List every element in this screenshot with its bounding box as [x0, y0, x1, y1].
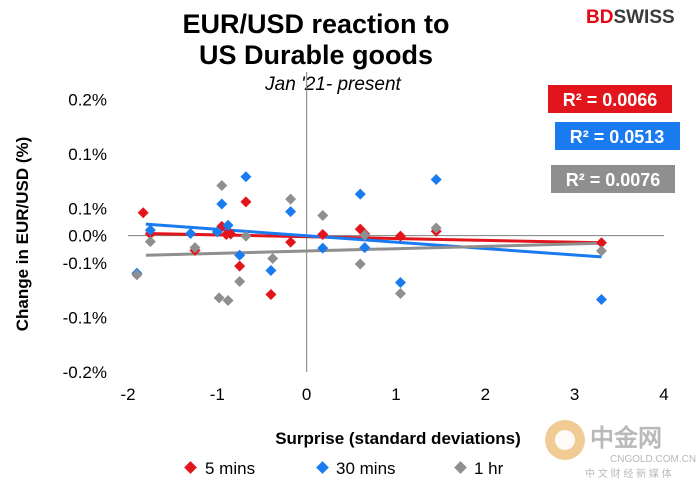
brand-logo-bd: BD	[586, 7, 613, 28]
data-point-1-hr	[240, 230, 252, 242]
brand-logo-swiss: SWISS	[613, 7, 674, 28]
trendline-1-hr	[145, 241, 602, 257]
data-point-1-hr	[222, 295, 234, 307]
legend-marker-1-hr	[454, 461, 467, 474]
x-tick-label: 2	[481, 385, 490, 404]
data-point-30-mins	[216, 198, 228, 210]
data-point-5-mins	[240, 196, 252, 208]
data-point-30-mins	[394, 277, 406, 289]
data-point-5-mins	[225, 228, 237, 240]
chart-title-line-1: EUR/USD reaction to	[182, 9, 449, 39]
y-tick-label: 0.1%	[68, 199, 107, 218]
legend-label-30-mins: 30 mins	[336, 459, 396, 478]
watermark-main: 中金网	[590, 424, 662, 452]
r2-box-30-mins: R² = 0.0513	[555, 122, 680, 150]
data-point-1-hr	[189, 242, 201, 254]
data-point-5-mins	[285, 236, 297, 248]
data-point-5-mins	[317, 229, 329, 241]
r2-box-5-mins: R² = 0.0066	[548, 85, 672, 113]
chart-subtitle: Jan '21- present	[264, 74, 401, 95]
data-point-1-hr	[354, 258, 366, 270]
r2-box-1-hr-bg	[551, 165, 675, 193]
data-point-5-mins	[234, 260, 246, 272]
data-point-5-mins	[394, 230, 406, 242]
data-point-5-mins	[137, 207, 149, 219]
x-tick-label: 0	[302, 385, 311, 404]
data-point-1-hr	[430, 222, 442, 234]
x-tick-label: 1	[391, 385, 400, 404]
legend: 5 mins 30 mins 1 hr	[184, 459, 504, 478]
data-point-30-mins	[317, 242, 329, 254]
data-point-30-mins	[265, 265, 277, 277]
data-point-30-mins	[144, 224, 156, 236]
r2-box-30-mins-bg	[555, 122, 680, 150]
y-tick-label: 0.2%	[68, 90, 107, 109]
data-point-5-mins	[265, 289, 277, 301]
axes	[128, 72, 664, 372]
legend-marker-30-mins	[316, 461, 329, 474]
data-point-1-hr	[359, 229, 371, 241]
r2-label-5-mins: R² = 0.0066	[563, 90, 658, 110]
x-tick-label: -2	[120, 385, 135, 404]
x-axis-label: Surprise (standard deviations)	[275, 429, 521, 448]
data-point-1-hr	[131, 269, 143, 281]
data-point-1-hr	[144, 236, 156, 248]
data-point-30-mins	[185, 227, 197, 239]
data-point-30-mins	[240, 171, 252, 183]
watermark: 中金网 CNGOLD.COM.CN 中 文 财 经 新 媒 体	[545, 420, 696, 480]
data-point-30-mins	[430, 173, 442, 185]
data-points	[131, 171, 607, 307]
y-axis-label: Change in EUR/USD (%)	[13, 137, 32, 332]
data-point-30-mins	[595, 293, 607, 305]
data-point-5-mins	[595, 237, 607, 249]
data-point-30-mins	[354, 188, 366, 200]
watermark-logo-inner-icon	[555, 430, 575, 450]
data-point-30-mins	[211, 226, 223, 238]
data-point-1-hr	[394, 287, 406, 299]
watermark-sub: 中 文 财 经 新 媒 体	[585, 467, 672, 480]
y-tick-label: -0.1%	[63, 254, 107, 273]
y-tick-label: -0.2%	[63, 363, 107, 382]
data-point-1-hr	[317, 209, 329, 221]
r2-label-30-mins: R² = 0.0513	[570, 127, 665, 147]
x-tick-label: 3	[570, 385, 579, 404]
data-point-1-hr	[285, 193, 297, 205]
chart-title-line-2: US Durable goods	[199, 40, 433, 70]
data-point-1-hr	[234, 275, 246, 287]
y-tick-label: 0.1%	[68, 145, 107, 164]
r2-label-1-hr: R² = 0.0076	[566, 170, 661, 190]
r2-box-1-hr: R² = 0.0076	[551, 165, 675, 193]
data-point-1-hr	[213, 292, 225, 304]
legend-label-5-mins: 5 mins	[205, 459, 255, 478]
data-point-30-mins	[234, 249, 246, 261]
legend-marker-5-mins	[184, 461, 197, 474]
y-tick-label: -0.1%	[63, 308, 107, 327]
trendlines	[145, 222, 602, 259]
watermark-url: CNGOLD.COM.CN	[610, 454, 696, 465]
data-point-30-mins	[359, 242, 371, 254]
x-tick-label: 4	[659, 385, 668, 404]
brand-logo: BDSWISS	[586, 7, 675, 28]
data-point-1-hr	[267, 253, 279, 265]
data-point-1-hr	[595, 245, 607, 257]
data-point-30-mins	[222, 219, 234, 231]
data-point-1-hr	[216, 179, 228, 191]
y-tick-labels: 0.2% 0.1% 0.1% 0.0% -0.1% -0.1% -0.2%	[63, 90, 107, 382]
x-tick-labels: -2 -1 0 1 2 3 4	[120, 385, 668, 404]
x-tick-label: -1	[210, 385, 225, 404]
data-point-30-mins	[285, 206, 297, 218]
r2-box-5-mins-bg	[548, 85, 672, 113]
legend-label-1-hr: 1 hr	[474, 459, 504, 478]
y-tick-label: 0.0%	[68, 227, 107, 246]
